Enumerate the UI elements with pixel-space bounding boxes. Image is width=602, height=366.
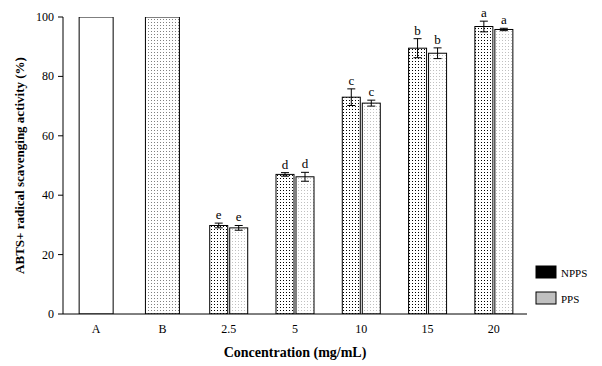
bar bbox=[475, 27, 493, 314]
chart-svg: ee dd cc bb aa 0 20 40 60 80 100 A B 2.5 5 10 15 20 Concen… bbox=[0, 0, 602, 366]
y-axis-label: ABTS+ radical scavenging activity (%) bbox=[12, 57, 27, 274]
error-bar bbox=[235, 225, 243, 230]
significance-letter: b bbox=[414, 23, 421, 38]
significance-letter: e bbox=[236, 209, 242, 224]
error-bar bbox=[500, 28, 508, 30]
significance-letter: d bbox=[282, 157, 289, 172]
error-bar bbox=[215, 223, 223, 228]
bar bbox=[79, 17, 113, 314]
significance-letter: e bbox=[216, 207, 222, 222]
chart: ee dd cc bb aa 0 20 40 60 80 100 A B 2.5 5 10 15 20 Concen… bbox=[0, 0, 602, 366]
y-tick bbox=[58, 135, 63, 136]
significance-letter: c bbox=[368, 84, 374, 99]
x-tick-label: 15 bbox=[422, 322, 434, 336]
bar bbox=[230, 228, 248, 314]
error-bar bbox=[281, 173, 289, 177]
y-tick-label: 80 bbox=[42, 69, 54, 83]
error-bar bbox=[347, 89, 355, 106]
bar bbox=[362, 103, 380, 314]
x-tick-label: 20 bbox=[488, 322, 500, 336]
significance-letter: b bbox=[434, 32, 441, 47]
legend: NPPS PPS bbox=[536, 266, 587, 305]
bar bbox=[342, 97, 360, 314]
error-bar bbox=[434, 48, 442, 59]
axes: 0 20 40 60 80 100 A B 2.5 5 10 15 20 bbox=[36, 10, 527, 336]
legend-label: NPPS bbox=[561, 267, 587, 279]
bar bbox=[296, 177, 314, 314]
y-tick-label: 100 bbox=[36, 10, 54, 24]
significance-letter: a bbox=[501, 12, 507, 27]
legend-swatch bbox=[536, 266, 556, 278]
legend-swatch bbox=[536, 292, 556, 304]
x-axis-line bbox=[63, 314, 527, 315]
y-tick bbox=[58, 254, 63, 255]
y-axis-line bbox=[63, 17, 64, 314]
y-tick bbox=[58, 76, 63, 77]
annotations: ee dd cc bb aa bbox=[216, 5, 507, 224]
y-tick-label: 40 bbox=[42, 188, 54, 202]
error-bar bbox=[367, 100, 375, 106]
significance-letter: a bbox=[481, 5, 487, 20]
x-tick-label: 2.5 bbox=[221, 322, 236, 336]
significance-letter: d bbox=[302, 156, 309, 171]
error-bar bbox=[480, 21, 488, 32]
bar bbox=[276, 174, 294, 314]
y-tick bbox=[58, 195, 63, 196]
bar bbox=[145, 17, 179, 314]
y-tick bbox=[58, 17, 63, 18]
x-tick-label: B bbox=[158, 322, 166, 336]
bar bbox=[409, 48, 427, 314]
y-tick-label: 0 bbox=[48, 307, 54, 321]
x-tick-label: A bbox=[92, 322, 101, 336]
legend-label: PPS bbox=[561, 293, 579, 305]
bars bbox=[79, 17, 513, 314]
y-tick bbox=[58, 314, 63, 315]
error-bar bbox=[301, 172, 309, 181]
y-tick-label: 20 bbox=[42, 248, 54, 262]
bar bbox=[210, 225, 228, 314]
bar bbox=[495, 29, 513, 314]
significance-letter: c bbox=[348, 73, 354, 88]
y-tick-label: 60 bbox=[42, 129, 54, 143]
x-tick-label: 10 bbox=[355, 322, 367, 336]
x-axis-label: Concentration (mg/mL) bbox=[224, 345, 367, 361]
bar bbox=[429, 53, 447, 314]
error-bar bbox=[414, 39, 422, 58]
x-tick-label: 5 bbox=[292, 322, 298, 336]
